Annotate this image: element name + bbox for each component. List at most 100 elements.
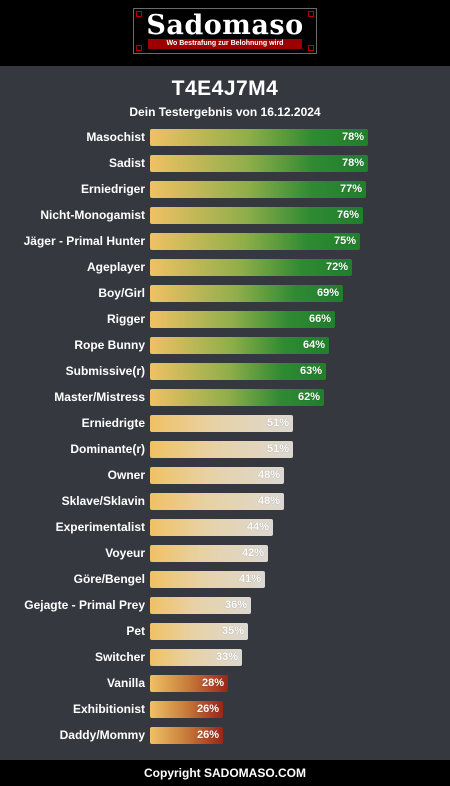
site-logo[interactable]: Sadomaso Wo Bestrafung zur Belohnung wir… bbox=[133, 8, 317, 54]
result-label: Sklave/Sklavin bbox=[61, 494, 145, 508]
result-row: Erniedriger 77% bbox=[0, 176, 450, 202]
result-label: Vanilla bbox=[106, 676, 145, 690]
result-label: Gejagte - Primal Prey bbox=[24, 598, 145, 612]
result-row: Experimentalist 44% bbox=[0, 514, 450, 540]
result-percent: 78% bbox=[341, 131, 364, 143]
result-label: Switcher bbox=[94, 650, 145, 664]
result-label: Erniedrigte bbox=[81, 416, 145, 430]
result-percent: 51% bbox=[266, 417, 289, 429]
result-bar: 33% bbox=[150, 649, 242, 666]
result-row: Sadist 78% bbox=[0, 150, 450, 176]
result-label: Rigger bbox=[106, 312, 145, 326]
logo-tagline: Wo Bestrafung zur Belohnung wird bbox=[148, 39, 302, 49]
result-bar: 48% bbox=[150, 493, 284, 510]
result-row: Erniedrigte 51% bbox=[0, 410, 450, 436]
result-bar: 69% bbox=[150, 285, 343, 302]
result-row: Vanilla 28% bbox=[0, 670, 450, 696]
result-row: Rope Bunny 64% bbox=[0, 332, 450, 358]
result-label: Voyeur bbox=[105, 546, 145, 560]
result-bar: 78% bbox=[150, 155, 368, 172]
result-label: Göre/Bengel bbox=[73, 572, 145, 586]
result-percent: 76% bbox=[336, 209, 359, 221]
result-percent: 66% bbox=[308, 313, 331, 325]
result-bar: 44% bbox=[150, 519, 273, 536]
result-percent: 42% bbox=[241, 547, 264, 559]
result-percent: 36% bbox=[224, 599, 247, 611]
result-row: Master/Mistress 62% bbox=[0, 384, 450, 410]
result-bar: 42% bbox=[150, 545, 268, 562]
result-bar: 72% bbox=[150, 259, 352, 276]
result-label: Owner bbox=[107, 468, 145, 482]
result-label: Experimentalist bbox=[55, 520, 145, 534]
result-row: Dominante(r) 51% bbox=[0, 436, 450, 462]
site-footer: Copyright SADOMASO.COM bbox=[0, 760, 450, 786]
result-row: Göre/Bengel 41% bbox=[0, 566, 450, 592]
result-row: Sklave/Sklavin 48% bbox=[0, 488, 450, 514]
result-bar: 51% bbox=[150, 415, 293, 432]
result-bar: 48% bbox=[150, 467, 284, 484]
result-bar: 35% bbox=[150, 623, 248, 640]
result-label: Jäger - Primal Hunter bbox=[23, 234, 145, 248]
result-row: Owner 48% bbox=[0, 462, 450, 488]
result-label: Master/Mistress bbox=[54, 390, 145, 404]
result-percent: 28% bbox=[201, 677, 224, 689]
result-bar: 28% bbox=[150, 675, 228, 692]
result-percent: 41% bbox=[238, 573, 261, 585]
result-row: Submissive(r) 63% bbox=[0, 358, 450, 384]
result-label: Rope Bunny bbox=[74, 338, 145, 352]
result-row: Gejagte - Primal Prey 36% bbox=[0, 592, 450, 618]
result-label: Boy/Girl bbox=[98, 286, 145, 300]
result-bar: 36% bbox=[150, 597, 251, 614]
result-bar: 75% bbox=[150, 233, 360, 250]
result-row: Rigger 66% bbox=[0, 306, 450, 332]
result-bar: 76% bbox=[150, 207, 363, 224]
result-row: Pet 35% bbox=[0, 618, 450, 644]
result-row: Exhibitionist 26% bbox=[0, 696, 450, 722]
result-row: Masochist 78% bbox=[0, 124, 450, 150]
logo-ornament bbox=[308, 11, 314, 17]
result-bar: 63% bbox=[150, 363, 326, 380]
result-bar: 66% bbox=[150, 311, 335, 328]
logo-ornament bbox=[136, 11, 142, 17]
logo-brand-text: Sadomaso bbox=[146, 10, 304, 41]
result-bar: 41% bbox=[150, 571, 265, 588]
result-percent: 72% bbox=[325, 261, 348, 273]
logo-ornament bbox=[136, 45, 142, 51]
result-row: Ageplayer 72% bbox=[0, 254, 450, 280]
result-bar: 62% bbox=[150, 389, 324, 406]
result-label: Nicht-Monogamist bbox=[40, 208, 145, 222]
result-subtitle: Dein Testergebnis von 16.12.2024 bbox=[129, 105, 321, 119]
result-percent: 26% bbox=[196, 703, 219, 715]
result-percent: 69% bbox=[316, 287, 339, 299]
result-bar: 26% bbox=[150, 727, 223, 744]
result-percent: 78% bbox=[341, 157, 364, 169]
result-percent: 63% bbox=[299, 365, 322, 377]
result-row: Voyeur 42% bbox=[0, 540, 450, 566]
result-bar: 26% bbox=[150, 701, 223, 718]
result-row: Switcher 33% bbox=[0, 644, 450, 670]
result-row: Boy/Girl 69% bbox=[0, 280, 450, 306]
result-label: Submissive(r) bbox=[65, 364, 145, 378]
result-percent: 33% bbox=[215, 651, 238, 663]
result-row: Jäger - Primal Hunter 75% bbox=[0, 228, 450, 254]
result-label: Pet bbox=[126, 624, 145, 638]
result-label: Erniedriger bbox=[80, 182, 145, 196]
result-label: Masochist bbox=[86, 130, 145, 144]
result-percent: 44% bbox=[246, 521, 269, 533]
result-label: Ageplayer bbox=[86, 260, 145, 274]
result-bar: 78% bbox=[150, 129, 368, 146]
result-bar: 64% bbox=[150, 337, 329, 354]
result-row: Daddy/Mommy 26% bbox=[0, 722, 450, 748]
results-list: Masochist 78% Sadist 78% Erniedriger 77% Nicht… bbox=[0, 124, 450, 748]
result-percent: 75% bbox=[333, 235, 356, 247]
logo-ornament bbox=[308, 45, 314, 51]
result-percent: 51% bbox=[266, 443, 289, 455]
result-label: Dominante(r) bbox=[70, 442, 145, 456]
result-label: Exhibitionist bbox=[73, 702, 145, 716]
result-title: T4E4J7M4 bbox=[171, 77, 279, 100]
result-percent: 48% bbox=[257, 495, 280, 507]
result-label: Sadist bbox=[108, 156, 145, 170]
site-header: Sadomaso Wo Bestrafung zur Belohnung wir… bbox=[0, 0, 450, 66]
result-percent: 64% bbox=[302, 339, 325, 351]
result-percent: 26% bbox=[196, 729, 219, 741]
